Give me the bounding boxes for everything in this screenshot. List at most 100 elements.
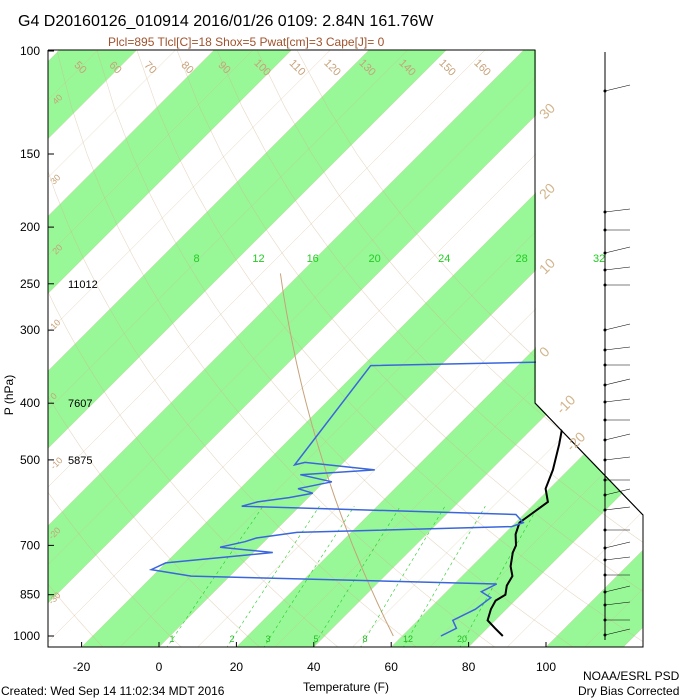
frame-mask <box>536 49 700 647</box>
isotherm-line <box>48 50 602 604</box>
wind-barb <box>604 208 631 213</box>
isotherm-line <box>429 433 643 647</box>
isotherm-line <box>48 50 254 256</box>
dry-adiabat <box>56 50 496 647</box>
isotherm-line <box>352 356 643 647</box>
wind-barb <box>604 266 631 271</box>
isotherm-line <box>48 50 447 449</box>
wind-point <box>603 418 607 422</box>
organization-label: NOAA/ESRL PSD <box>583 669 680 683</box>
frame-right-edge <box>534 50 644 647</box>
isotherm-line <box>48 50 292 294</box>
mixing-ratio-top-label: 24 <box>438 253 450 265</box>
wind-barb <box>604 346 631 351</box>
y-tick-label: 850 <box>20 588 40 602</box>
dry-adiabat <box>177 50 643 592</box>
isotherm-line <box>48 50 409 411</box>
wind-barb <box>604 601 631 606</box>
dry-adiabat <box>48 291 339 647</box>
isotherm-top-label: 110 <box>287 57 308 78</box>
wind-point <box>603 478 607 482</box>
wind-point <box>603 603 607 607</box>
isotherm-top-label: 150 <box>436 57 457 78</box>
mixing-ratio-top-label: 12 <box>252 253 264 265</box>
mixing-ratio-line <box>312 506 401 647</box>
x-tick-label: 100 <box>536 660 556 674</box>
wind-barb <box>604 323 631 331</box>
mixing-ratio-bottom-label: 20 <box>457 634 467 644</box>
created-timestamp: Created: Wed Sep 14 11:02:34 MDT 2016 <box>1 684 225 698</box>
wind-point <box>603 383 607 387</box>
wind-point <box>603 633 607 637</box>
wind-barb <box>604 378 631 386</box>
isotherm-left-label: 0 <box>48 391 59 402</box>
wind-point <box>603 573 607 577</box>
wind-barb <box>604 556 631 561</box>
dry-adiabat <box>96 50 574 647</box>
mixing-ratio-bottom-label: 2 <box>229 634 234 644</box>
y-tick-label: 300 <box>20 323 40 337</box>
x-tick-label: 20 <box>230 660 244 674</box>
wind-barb <box>604 488 631 496</box>
dry-adiabat <box>48 170 417 647</box>
mixing-ratio-line <box>226 506 320 647</box>
height-label: 7607 <box>68 398 92 410</box>
wind-barb <box>604 246 631 254</box>
isotherm-left-label: 10 <box>48 317 62 331</box>
wind-point <box>603 438 607 442</box>
isotherm-line <box>48 50 486 488</box>
mixing-ratio-top-label: 20 <box>368 253 380 265</box>
wind-point <box>603 400 607 404</box>
mixing-ratio-bottom-label: 8 <box>362 634 367 644</box>
wind-point <box>603 546 607 550</box>
mixing-ratio-bottom-label: 12 <box>403 634 413 644</box>
wind-barb <box>604 456 631 461</box>
isotherm-line <box>48 50 525 527</box>
isotherm-line <box>468 472 643 647</box>
isotherm-line <box>48 50 370 372</box>
dry-adiabat <box>217 50 643 543</box>
wind-barb <box>604 433 631 441</box>
dry-adiabat <box>48 583 104 647</box>
y-tick-label: 200 <box>20 220 40 234</box>
y-tick-label: 150 <box>20 147 40 161</box>
wind-point <box>603 558 607 562</box>
mixing-ratio-line <box>263 506 355 647</box>
x-tick-label: 80 <box>462 660 476 674</box>
mixing-ratio-bottom-label: 3 <box>265 634 270 644</box>
mixing-ratio-line <box>459 506 539 647</box>
plot-frame <box>47 49 700 648</box>
wind-point <box>603 89 607 93</box>
height-label: 5875 <box>68 455 92 467</box>
isotherm-line <box>506 510 643 647</box>
mixing-ratio-bottom-label: 5 <box>313 634 318 644</box>
isotherm-line <box>48 50 138 140</box>
adiabat-lines <box>48 50 643 647</box>
wind-point <box>603 348 607 352</box>
isotherm-top-label: 70 <box>142 59 159 76</box>
height-label: 11012 <box>68 279 98 291</box>
wind-barb <box>604 628 631 636</box>
y-tick-label: 500 <box>20 453 40 467</box>
mixing-ratio-bottom-label: 1 <box>169 634 174 644</box>
isotherm-line <box>48 50 215 217</box>
isotherm-line <box>48 50 176 178</box>
wind-point <box>603 508 607 512</box>
isotherm-line <box>158 162 643 647</box>
dry-adiabat <box>48 395 260 647</box>
wind-barb <box>604 585 631 593</box>
x-tick-label: -20 <box>73 660 91 674</box>
x-axis-label: Temperature (F) <box>303 680 389 694</box>
isotherm-lines <box>48 50 643 647</box>
dry-adiabat <box>297 50 643 447</box>
isotherm-line <box>48 50 331 333</box>
y-tick-label: 250 <box>20 277 40 291</box>
isotherm-line <box>48 50 563 565</box>
wind-point <box>603 618 607 622</box>
standard-atmosphere-line <box>279 273 394 637</box>
mixing-ratio-top-label: 32 <box>593 253 605 265</box>
wind-point <box>603 528 607 532</box>
y-tick-label: 100 <box>20 44 40 58</box>
dry-adiabat <box>257 50 643 495</box>
